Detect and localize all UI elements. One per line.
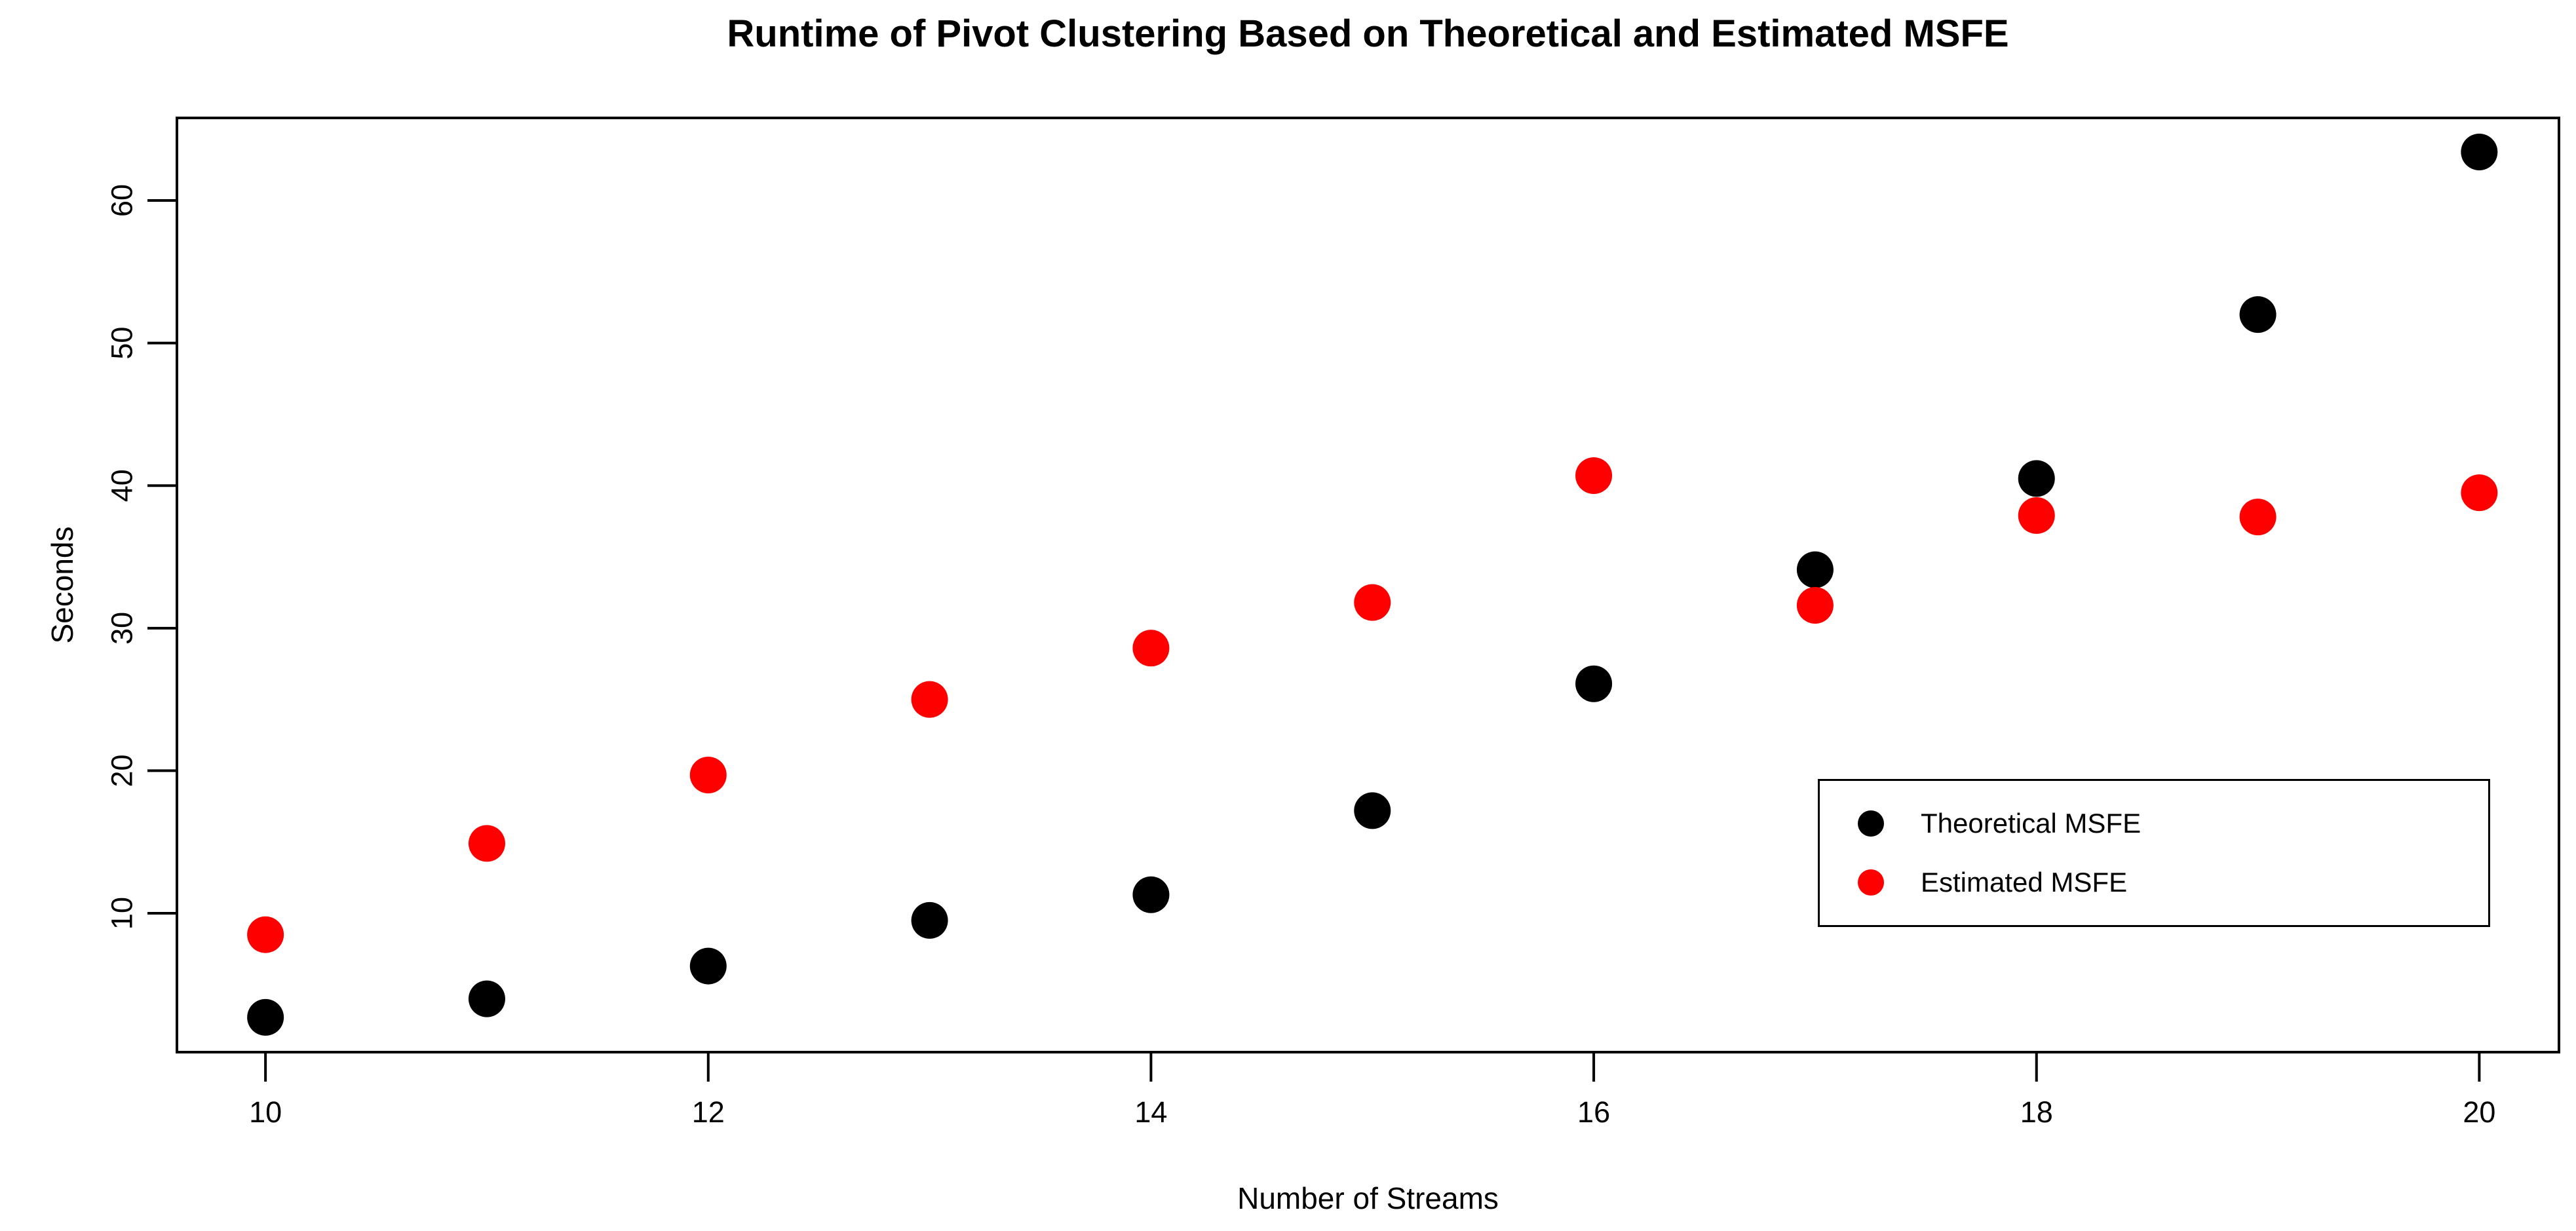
x-tick-label: 10 <box>249 1095 282 1129</box>
legend-label: Estimated MSFE <box>1921 866 2128 898</box>
legend-item-theoretical: Theoretical MSFE <box>1820 808 2488 839</box>
x-axis-ticks: 10 12 14 16 18 20 <box>249 1052 2495 1129</box>
data-point <box>1575 457 1613 494</box>
data-point <box>247 998 284 1036</box>
y-tick-label: 30 <box>106 612 139 645</box>
chart-title: Runtime of Pivot Clustering Based on The… <box>727 12 2009 55</box>
x-tick-label: 12 <box>692 1095 725 1129</box>
y-tick-label: 20 <box>106 754 139 787</box>
data-point <box>689 947 727 985</box>
data-point <box>689 756 727 793</box>
y-axis-ticks: 10 20 30 40 50 60 <box>106 184 177 930</box>
y-tick-label: 40 <box>106 469 139 502</box>
legend: Theoretical MSFE Estimated MSFE <box>1818 779 2490 927</box>
data-point <box>1132 630 1170 667</box>
data-point <box>911 681 948 718</box>
x-tick-label: 14 <box>1134 1095 1167 1129</box>
data-point <box>468 825 505 862</box>
x-tick-label: 16 <box>1577 1095 1610 1129</box>
data-point <box>2239 499 2277 536</box>
data-point <box>911 901 948 939</box>
data-point <box>1796 587 1834 624</box>
legend-item-estimated: Estimated MSFE <box>1820 867 2488 898</box>
y-tick-label: 50 <box>106 327 139 360</box>
x-axis-label: Number of Streams <box>1237 1181 1499 1215</box>
plot-box <box>176 117 2560 1053</box>
data-point <box>2018 460 2055 497</box>
data-point <box>468 980 505 1017</box>
data-point <box>1354 584 1391 621</box>
data-point <box>1575 665 1613 702</box>
x-tick-label: 18 <box>2020 1095 2053 1129</box>
y-tick-label: 60 <box>106 184 139 217</box>
series-theoretical-msfe <box>247 134 2498 1036</box>
estimated-marker-icon <box>1858 869 1884 896</box>
data-point <box>1796 551 1834 588</box>
data-point <box>2461 134 2498 171</box>
data-point <box>2461 474 2498 512</box>
data-point <box>2018 497 2055 534</box>
data-point <box>1354 792 1391 829</box>
theoretical-marker-icon <box>1858 810 1884 837</box>
series-estimated-msfe <box>247 457 2498 953</box>
legend-label: Theoretical MSFE <box>1921 808 2142 839</box>
y-tick-label: 10 <box>106 897 139 930</box>
data-point <box>247 916 284 953</box>
data-point <box>2239 296 2277 333</box>
data-point <box>1132 876 1170 913</box>
x-tick-label: 20 <box>2463 1095 2495 1129</box>
